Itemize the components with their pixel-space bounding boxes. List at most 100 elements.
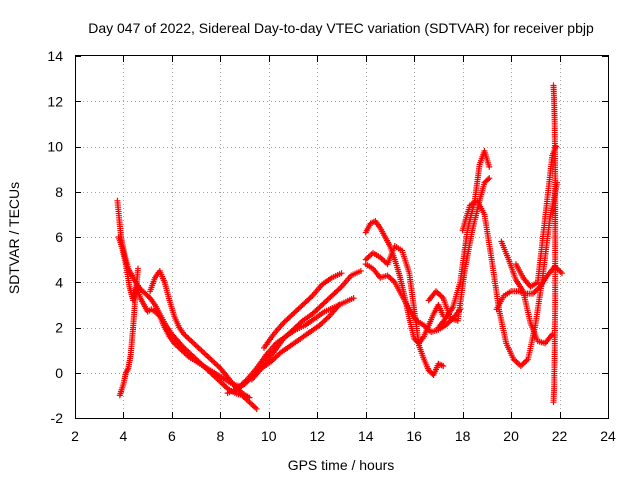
data-point: [134, 265, 141, 272]
data-point: [252, 404, 259, 411]
data-point: [250, 403, 257, 410]
data-point: [558, 270, 565, 277]
data-point: [519, 361, 526, 368]
data-point: [325, 314, 332, 321]
data-point: [205, 354, 212, 361]
data-point: [194, 343, 201, 350]
x-tick-label: 14: [358, 428, 374, 444]
data-point: [202, 351, 209, 358]
y-tick-label: 4: [55, 274, 63, 290]
x-axis-label: GPS time / hours: [288, 457, 395, 473]
data-point: [198, 347, 205, 354]
y-tick-label: 0: [55, 365, 63, 381]
data-point: [213, 361, 220, 368]
data-point: [188, 338, 195, 345]
x-tick-labels: 2 4 6 8 10 12 14 16 18 20 22 24: [71, 428, 616, 444]
data-point: [211, 359, 218, 366]
series-track-10: [362, 243, 447, 379]
x-tick-label: 4: [120, 428, 128, 444]
data-point: [388, 276, 395, 283]
data-point: [195, 344, 202, 351]
x-tick-label: 2: [71, 428, 79, 444]
data-point: [192, 342, 199, 349]
data-point: [531, 289, 538, 296]
data-point: [210, 358, 217, 365]
series-track-6: [224, 295, 357, 397]
data-point: [552, 143, 559, 150]
data-point: [513, 358, 520, 365]
y-tick-label: 6: [55, 229, 63, 245]
data-point: [338, 270, 345, 277]
data-point: [191, 340, 198, 347]
data-point: [365, 253, 372, 260]
data-point: [514, 360, 521, 367]
data-point: [557, 268, 564, 275]
y-tick-label: 14: [47, 48, 63, 64]
series-track-18: [550, 82, 559, 406]
data-point: [185, 335, 192, 342]
plot-frame: [75, 55, 609, 419]
data-point: [197, 346, 204, 353]
x-tick-label: 18: [455, 428, 471, 444]
data-point: [350, 295, 357, 302]
data-point: [364, 255, 371, 262]
data-point: [437, 292, 444, 299]
data-point: [201, 350, 208, 357]
series-track-8: [260, 270, 345, 351]
data-point: [199, 348, 206, 355]
data-point: [385, 273, 392, 280]
data-point: [534, 286, 541, 293]
data-point: [155, 312, 162, 319]
data-point: [435, 291, 442, 298]
y-axis-label: SDTVAR / TECUs: [6, 182, 22, 294]
series-track-4: [147, 267, 253, 401]
grid-lines: [75, 56, 608, 418]
data-point: [486, 163, 493, 170]
y-tick-labels: -2 0 2 4 6 8 10 12 14: [47, 48, 63, 426]
y-tick-label: 8: [55, 184, 63, 200]
data-point: [381, 258, 388, 265]
data-point: [253, 405, 260, 412]
data-point: [550, 399, 557, 406]
x-tick-label: 6: [168, 428, 176, 444]
data-point: [208, 357, 215, 364]
series-track-3: [116, 265, 141, 399]
data-point: [207, 355, 214, 362]
y-tick-label: -2: [51, 410, 64, 426]
x-tick-label: 22: [552, 428, 568, 444]
data-point: [204, 353, 211, 360]
data-point: [522, 358, 529, 365]
series-track-13: [435, 148, 493, 331]
y-tick-label: 10: [47, 139, 63, 155]
y-tick-label: 12: [47, 93, 63, 109]
data-point: [440, 362, 447, 369]
data-point: [221, 382, 228, 389]
data-point: [357, 267, 364, 274]
x-tick-label: 12: [309, 428, 325, 444]
data-point: [242, 377, 249, 384]
data-point: [247, 400, 254, 407]
data-point: [336, 301, 343, 308]
data-point: [183, 334, 190, 341]
series-track-11: [362, 261, 464, 336]
data-point: [520, 360, 527, 367]
data-point: [214, 362, 221, 369]
data-point: [308, 294, 315, 301]
data-point: [486, 175, 493, 182]
chart-title: Day 047 of 2022, Sidereal Day-to-day VTE…: [88, 20, 594, 36]
series-track-16: [498, 238, 556, 347]
data-point: [517, 362, 524, 369]
x-tick-label: 10: [261, 428, 277, 444]
series-track-7: [248, 301, 343, 383]
data-point: [485, 176, 492, 183]
x-tick-label: 24: [600, 428, 616, 444]
y-tick-label: 2: [55, 320, 63, 336]
series-track-12: [425, 175, 493, 324]
x-tick-label: 16: [406, 428, 422, 444]
data-point: [380, 257, 387, 264]
data-point: [246, 394, 253, 401]
series-track-1: [114, 197, 260, 412]
data-points: [114, 82, 565, 412]
data-point: [189, 339, 196, 346]
